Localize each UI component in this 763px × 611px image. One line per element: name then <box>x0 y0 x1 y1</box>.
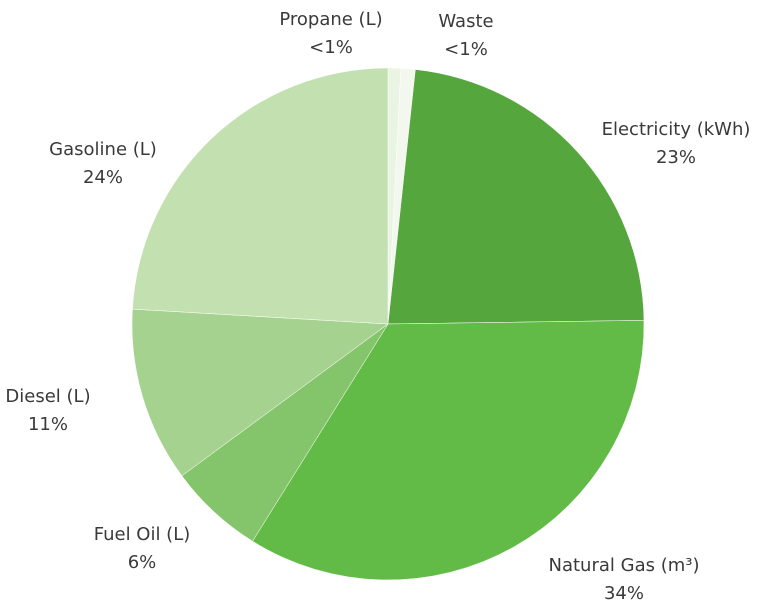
slice-value-label: 24% <box>83 167 123 188</box>
slice-label: Diesel (L) <box>5 386 90 407</box>
slice-value-label: 11% <box>28 414 68 435</box>
pie-slice <box>131 308 389 477</box>
slice-value-label: <1% <box>309 37 353 58</box>
slice-label: Fuel Oil (L) <box>94 524 191 545</box>
slice-value-label: 6% <box>128 552 157 573</box>
pie-slice <box>252 320 645 581</box>
slice-label: Natural Gas (m³) <box>549 555 700 576</box>
slice-label: Electricity (kWh) <box>602 119 751 140</box>
slice-label: Waste <box>438 11 493 32</box>
slice-value-label: 34% <box>604 583 644 604</box>
slice-value-label: 23% <box>656 147 696 168</box>
pie-slice <box>132 67 389 325</box>
slice-label: Propane (L) <box>279 9 382 30</box>
slice-label: Gasoline (L) <box>49 139 157 160</box>
pie-slice <box>387 69 645 325</box>
slice-value-label: <1% <box>444 39 488 60</box>
